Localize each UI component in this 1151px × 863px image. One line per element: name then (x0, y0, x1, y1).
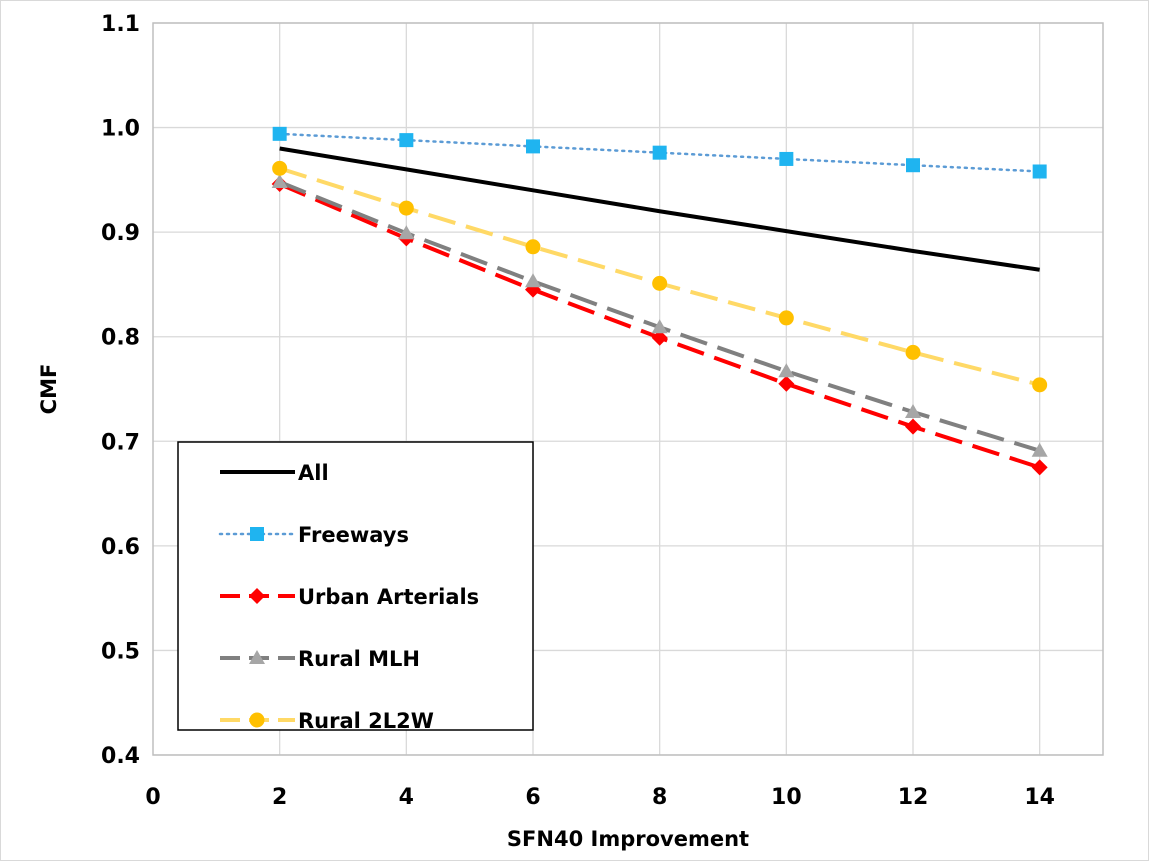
series-line-all (279, 146, 1040, 272)
x-axis-ticks: 0 2 4 6 8 10 12 14 (145, 785, 1055, 810)
data-point-freeways (1032, 164, 1047, 179)
data-point-rural-mlh (905, 404, 921, 419)
data-point-rural-2l2w (652, 275, 668, 291)
data-point-rural-mlh (271, 173, 288, 188)
legend-item-urban-arterials: Urban Arterials (220, 585, 479, 609)
legend-item-freeways: Freeways (218, 523, 409, 547)
data-point-rural-mlh (525, 273, 541, 288)
legend-item-rural-mlh: Rural MLH (220, 647, 420, 671)
x-axis-title: SFN40 Improvement (507, 827, 749, 851)
legend-label: Freeways (298, 523, 409, 547)
y-tick-label: 0.6 (101, 535, 140, 560)
legend-item-all: All (220, 461, 329, 485)
x-tick-label: 6 (525, 785, 540, 810)
data-point-freeways (399, 133, 414, 148)
series-group (271, 126, 1048, 476)
legend-marker (249, 588, 265, 604)
y-tick-label: 1.1 (101, 12, 140, 37)
data-point-rural-2l2w (272, 160, 288, 176)
data-point-rural-2l2w (525, 239, 541, 255)
legend-marker (249, 650, 265, 664)
x-tick-label: 0 (145, 785, 160, 810)
plot-border (152, 22, 1104, 756)
x-tick-label: 2 (272, 785, 287, 810)
data-point-rural-mlh (1031, 442, 1048, 457)
legend-box (177, 441, 534, 731)
data-point-freeways (652, 145, 667, 160)
data-point-urban-arterials (778, 375, 795, 392)
y-tick-label: 0.8 (101, 326, 140, 351)
data-point-urban-arterials (905, 418, 921, 435)
data-point-freeways (779, 151, 794, 166)
series-all (279, 146, 1040, 272)
legend-marker (250, 527, 264, 541)
data-point-rural-2l2w (398, 200, 414, 216)
legend-marker (249, 712, 265, 728)
legend-label: Rural MLH (298, 647, 420, 671)
plot-area-border (152, 22, 1104, 756)
data-point-rural-2l2w (905, 344, 921, 360)
x-tick-label: 10 (771, 785, 802, 810)
data-point-rural-2l2w (1032, 377, 1048, 393)
legend-label: Rural 2L2W (298, 709, 434, 733)
x-tick-label: 4 (399, 785, 414, 810)
data-point-rural-mlh (398, 225, 415, 240)
legend-item-rural-2l2w: Rural 2L2W (220, 709, 434, 733)
y-tick-label: 0.5 (101, 639, 140, 664)
data-point-freeways (272, 126, 287, 141)
legend-label: Urban Arterials (298, 585, 479, 609)
y-tick-label: 0.4 (101, 744, 140, 769)
data-point-rural-mlh (778, 363, 795, 378)
x-tick-label: 12 (898, 785, 929, 810)
legend-label: All (298, 461, 329, 485)
series-rural-mlh (271, 173, 1048, 457)
data-point-urban-arterials (1031, 459, 1048, 476)
data-point-freeways (906, 158, 920, 173)
legend: All Freeways Urban Arterials Rural MLH Rural… (177, 441, 534, 733)
y-axis-ticks: 0.4 0.5 0.6 0.7 0.8 0.9 1.0 1.1 (101, 12, 140, 769)
series-freeways (272, 126, 1047, 179)
y-tick-label: 1.0 (101, 117, 140, 142)
y-tick-label: 0.9 (101, 221, 140, 246)
y-tick-label: 0.7 (101, 430, 140, 455)
series-rural-2l2w (272, 160, 1048, 393)
data-point-rural-2l2w (778, 310, 794, 326)
x-tick-label: 8 (652, 785, 667, 810)
x-tick-label: 14 (1024, 785, 1055, 810)
data-point-rural-mlh (651, 319, 668, 334)
data-point-urban-arterials (651, 329, 668, 346)
data-point-freeways (526, 139, 540, 154)
y-axis-title: CMF (37, 364, 61, 415)
